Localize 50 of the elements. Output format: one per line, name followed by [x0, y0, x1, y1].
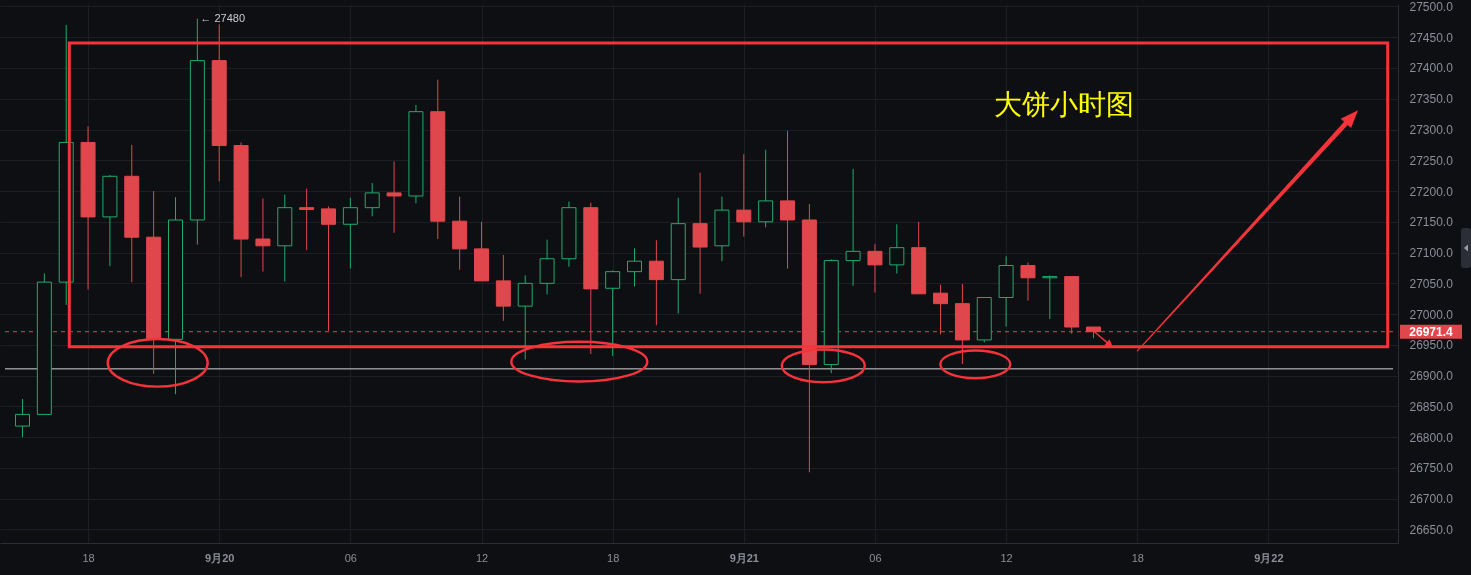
- y-tick-label: 27150.0: [1409, 215, 1454, 230]
- candlestick: [889, 223, 905, 274]
- candlestick: [517, 274, 533, 361]
- y-tick-label: 26900.0: [1409, 369, 1454, 384]
- candlestick: [867, 243, 883, 294]
- x-tick-label: 18: [1131, 551, 1144, 564]
- x-tick-label: 18: [82, 551, 95, 564]
- y-tick-label: 27300.0: [1409, 123, 1454, 138]
- candlestick: [780, 130, 796, 270]
- x-tick-label: 12: [475, 551, 489, 564]
- y-tick-label: 27200.0: [1409, 184, 1454, 199]
- candlestick: [845, 168, 861, 287]
- y-tick-label: 26700.0: [1409, 492, 1454, 507]
- y-tick-label: 26950.0: [1409, 338, 1454, 353]
- candlestick: [299, 188, 315, 251]
- x-tick-label: 18: [607, 551, 620, 564]
- y-tick-label: 27100.0: [1409, 246, 1454, 261]
- candlestick: [1042, 274, 1058, 320]
- y-tick-label: 27250.0: [1409, 153, 1454, 168]
- x-tick-label: 06: [869, 551, 882, 564]
- candlestick: [386, 161, 402, 234]
- candlestick: [736, 153, 752, 238]
- x-tick-label: 9月21: [729, 551, 759, 564]
- y-tick-label: 26750.0: [1409, 461, 1454, 476]
- y-tick-label: 27050.0: [1409, 276, 1454, 291]
- candlestick: [1020, 261, 1036, 302]
- candlestick: [605, 269, 621, 357]
- candlestick: [364, 182, 380, 217]
- candlestick: [758, 149, 774, 228]
- x-tick-label: 12: [1000, 551, 1013, 564]
- candlestick: [14, 398, 30, 438]
- candlestick: [648, 239, 664, 326]
- y-tick-label: 27400.0: [1409, 61, 1454, 76]
- y-tick-label: 27000.0: [1409, 307, 1454, 322]
- y-tick-label: 26850.0: [1409, 399, 1454, 414]
- y-tick-label: 27450.0: [1409, 30, 1454, 45]
- y-tick-label: 27350.0: [1409, 92, 1454, 107]
- ref-line-label: 26971.4: [1409, 324, 1454, 339]
- candlestick: [692, 172, 708, 295]
- text: 大饼小时图: [993, 88, 1134, 122]
- candlestick: [627, 247, 643, 287]
- y-tick-label: 26800.0: [1409, 430, 1454, 445]
- y-tick-label: 26650.0: [1409, 522, 1454, 537]
- y-tick-label: 27500.0: [1409, 0, 1454, 14]
- candlestick: [342, 197, 358, 270]
- candlestick: [255, 197, 271, 273]
- x-tick-label: 9月22: [1254, 551, 1284, 564]
- annotation: ← 27480: [200, 11, 246, 24]
- x-tick-label: 06: [344, 551, 357, 564]
- x-tick-label: 9月20: [205, 551, 235, 564]
